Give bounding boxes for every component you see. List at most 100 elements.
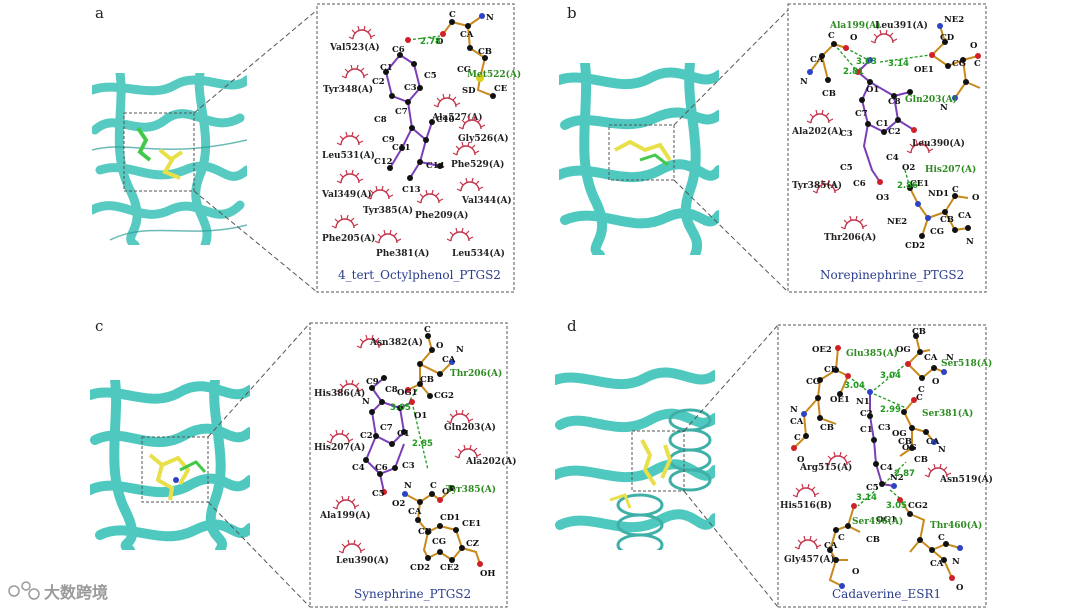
atom-label: C9 — [366, 377, 379, 387]
panel-d: d — [555, 317, 993, 608]
residue-label: Phe381(A) — [376, 248, 429, 259]
atom-label: N — [940, 103, 948, 113]
atom-label: O — [436, 37, 444, 47]
atom-label: CA — [442, 355, 456, 365]
residue-label: Asn382(A) — [369, 337, 423, 348]
atom-label: CA — [924, 353, 938, 363]
residue-label: His516(B) — [780, 500, 832, 511]
hbond-distance: 3.04 — [844, 381, 865, 391]
atom-label: C5 — [840, 163, 853, 173]
atom-label: O — [932, 377, 940, 387]
hbond-residue-label: His207(A) — [925, 164, 976, 175]
atom-label: O — [436, 341, 444, 351]
atom-label: C3 — [404, 83, 417, 93]
panel-caption-d: Cadaverine_ESR1 — [832, 587, 941, 601]
atom-label: C5 — [372, 489, 385, 499]
atom-label: C1 — [397, 429, 410, 439]
atom-label: OG — [902, 443, 917, 453]
residue-label: Val523(A) — [329, 42, 380, 53]
atom-label: CE1 — [910, 179, 929, 189]
atom-label: ND1 — [928, 189, 949, 199]
residue-label: Leu534(A) — [452, 248, 505, 259]
atom-label: OH — [480, 569, 495, 579]
atom-label: CB — [820, 423, 834, 433]
atom-label: C2 — [860, 409, 873, 419]
atom-label: C — [424, 325, 431, 335]
ligplot-box-d — [777, 324, 987, 608]
atom-label: CA — [810, 55, 824, 65]
protein-view-b — [559, 63, 719, 255]
atom-label: C10 — [436, 115, 455, 125]
atom-label: N — [790, 405, 798, 415]
atom-label: OG — [892, 429, 907, 439]
atom-label: CG — [806, 377, 820, 387]
atom-label: N1 — [856, 397, 870, 407]
watermark-text: 大数跨境 — [44, 583, 108, 602]
atom-label: CA — [408, 507, 422, 517]
atom-label: CZ — [466, 539, 479, 549]
hbond-residue-label: Met522(A) — [467, 69, 521, 80]
atom-label: CD2 — [410, 563, 430, 573]
panel-letter-d: d — [567, 317, 577, 335]
atom-label: CB — [940, 215, 954, 225]
atom-label: O — [970, 41, 978, 51]
atom-label: CD1 — [440, 513, 460, 523]
atom-label: O — [972, 193, 980, 203]
residue-label: Leu390(A) — [912, 138, 965, 149]
panel-letter-b: b — [567, 4, 577, 22]
panel-b: b — [559, 3, 987, 293]
atom-label: OG1 — [876, 515, 897, 525]
atom-label: O — [442, 487, 450, 497]
panel-letter-c: c — [95, 317, 103, 335]
hbond-distance: 3.05 — [886, 501, 907, 511]
ligplot-box-c — [309, 322, 508, 608]
panel-a: a — [92, 3, 521, 293]
atom-label: OE2 — [812, 345, 832, 355]
atom-label: CB — [418, 527, 432, 537]
atom-label: CE1 — [462, 519, 481, 529]
ligplot-b: C O CA N CB NE2 CD OE1 CG C O N O1 C8 C7… — [791, 15, 981, 282]
residue-label: Ala202(A) — [791, 126, 843, 137]
atom-label: O — [797, 455, 805, 465]
hbond-residue-label: Ala199(A) — [829, 20, 881, 31]
atom-label: C — [918, 385, 925, 395]
atom-label: O1 — [866, 85, 879, 95]
atom-label: CA — [824, 541, 838, 551]
atom-label: OG — [896, 345, 911, 355]
atom-label: N2 — [890, 473, 904, 483]
residue-label: Tyr348(A) — [323, 84, 373, 95]
atom-label: CA — [958, 211, 972, 221]
residue-label: His386(A) — [314, 388, 365, 399]
atom-label: C13 — [402, 185, 421, 195]
ligplot-d: OE2 CD CG OE1 CB CA N C O N1 C1 C2 C3 C4… — [780, 327, 993, 601]
residue-label: Ala527(A) — [431, 112, 483, 123]
panel-c: c — [90, 317, 517, 608]
hbond-distance: 2.81 — [843, 67, 864, 77]
atom-label: N — [362, 397, 370, 407]
residue-label: Gln203(A) — [444, 422, 496, 433]
residue-label: Phe209(A) — [415, 210, 468, 221]
residue-label: Arg515(A) — [799, 462, 852, 473]
ligplot-box-a — [316, 3, 515, 293]
atom-label: C2 — [372, 77, 385, 87]
atom-label: C8 — [385, 385, 398, 395]
atom-label: C8 — [374, 115, 387, 125]
residue-label: Ala202(A) — [465, 456, 517, 467]
atom-label: C14 — [426, 161, 445, 171]
atom-label: CA — [460, 30, 474, 40]
hbond-residue-label: Thr460(A) — [930, 520, 982, 531]
atom-label: C7 — [395, 107, 408, 117]
panel-caption-c: Synephrine_PTGS2 — [354, 587, 471, 601]
atom-label: O — [850, 33, 858, 43]
atom-label: C — [938, 533, 945, 543]
residue-label: Tyr385(A) — [363, 205, 413, 216]
atom-label: CB — [478, 47, 492, 57]
atom-label: C1 — [860, 425, 873, 435]
atom-label: C3 — [878, 423, 891, 433]
atom-label: C9 — [382, 135, 395, 145]
atom-label: C — [952, 185, 959, 195]
atom-label: OG1 — [397, 388, 418, 398]
atom-label: O2 — [392, 499, 405, 509]
atom-label: SD — [462, 86, 476, 96]
